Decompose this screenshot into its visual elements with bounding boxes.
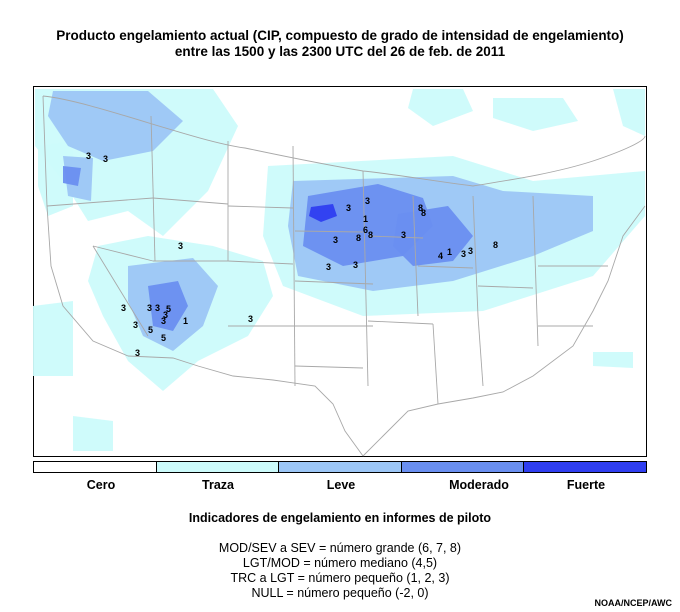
pilot-report: 6: [363, 225, 368, 235]
icing-fields: [33, 89, 645, 451]
pilot-report: 3: [461, 249, 466, 259]
pilot-report: 3: [103, 154, 108, 164]
pilot-report: 3: [121, 303, 126, 313]
state-boundary: [362, 170, 369, 387]
icing-area: [33, 301, 73, 376]
pilot-report: 3: [353, 260, 358, 270]
state-boundary: [46, 197, 154, 207]
pilot-report: 3: [468, 246, 473, 256]
state-boundary: [477, 315, 484, 387]
pilot-report: 5: [148, 325, 153, 335]
pilot-report: 8: [356, 233, 361, 243]
state-boundary: [92, 245, 154, 262]
state-boundary: [367, 235, 424, 239]
legend-swatch-cero: [34, 462, 157, 472]
pilot-report: 3: [178, 241, 183, 251]
state-boundary: [227, 205, 294, 209]
icing-area: [63, 166, 81, 186]
state-boundary: [42, 95, 646, 187]
icing-area: [309, 204, 337, 222]
state-boundary: [472, 195, 479, 317]
legend-swatch-moderado: [401, 462, 525, 472]
icing-area: [73, 416, 113, 451]
pilot-report: 3: [161, 316, 166, 326]
pilot-report: 3: [365, 196, 370, 206]
pilot-report: 3: [133, 320, 138, 330]
pilot-report: 3: [333, 235, 338, 245]
pilot-report: 1: [183, 316, 188, 326]
pilot-report: 8: [421, 208, 426, 218]
pilot-report: 3: [401, 230, 406, 240]
legend-label-fuerte: Fuerte: [566, 478, 606, 492]
legend-swatch-traza: [156, 462, 280, 472]
icing-area: [48, 91, 183, 161]
state-boundary: [294, 365, 364, 369]
pilot-report: 1: [447, 247, 452, 257]
pilot-report: 8: [368, 230, 373, 240]
pirep-rule-mod-sev: MOD/SEV a SEV = número grande (6, 7, 8): [218, 541, 462, 555]
state-boundary: [432, 323, 439, 405]
state-boundaries: [42, 95, 646, 457]
legend-label-leve: Leve: [326, 478, 356, 492]
pilot-report: 3: [155, 303, 160, 313]
pilot-report: 5: [161, 333, 166, 343]
state-boundary: [362, 205, 646, 457]
state-boundary: [294, 230, 364, 233]
pirep-rule-lgt-mod: LGT/MOD = número mediano (4,5): [242, 556, 438, 570]
state-boundary: [42, 95, 129, 357]
icing-legend-bar: [33, 461, 647, 473]
pilot-report: 3: [346, 203, 351, 213]
state-boundary: [294, 280, 374, 285]
pilot-report: 3: [135, 348, 140, 358]
pirep-heading: Indicadores de engelamiento en informes …: [188, 511, 492, 525]
pilot-report: 4: [438, 251, 443, 261]
icing-area: [593, 352, 633, 368]
pilot-report: 3: [326, 262, 331, 272]
state-boundary: [417, 265, 474, 269]
state-boundary: [367, 320, 434, 325]
icing-area: [393, 206, 473, 266]
state-boundary: [532, 195, 539, 347]
pilot-report: 1: [363, 214, 368, 224]
pirep-rule-trc-lgt: TRC a LGT = número pequeño (1, 2, 3): [230, 571, 450, 585]
map-title-line2: entre las 1500 y las 2300 UTC del 26 de …: [174, 44, 506, 59]
pilot-report: 8: [493, 240, 498, 250]
state-boundary: [92, 245, 149, 337]
state-boundary: [412, 195, 419, 317]
pilot-report: 5: [166, 304, 171, 314]
pilot-report: 3: [248, 314, 253, 324]
icing-area: [613, 89, 645, 136]
pirep-rule-null: NULL = número pequeño (-2, 0): [251, 586, 429, 600]
pilot-report: 3: [147, 303, 152, 313]
legend-label-moderado: Moderado: [449, 478, 509, 492]
state-boundary: [292, 145, 296, 387]
legend-label-traza: Traza: [202, 478, 234, 492]
state-boundary: [152, 197, 229, 205]
state-boundary: [127, 355, 364, 457]
credit-label: NOAA/NCEP/AWC: [594, 598, 672, 608]
icing-area: [408, 89, 473, 126]
legend-swatch-fuerte: [524, 462, 646, 472]
map-title-line1: Producto engelamiento actual (CIP, compu…: [56, 28, 624, 43]
legend-label-cero: Cero: [86, 478, 116, 492]
icing-area: [493, 98, 578, 131]
pilot-report: 3: [86, 151, 91, 161]
legend-swatch-leve: [279, 462, 402, 472]
icing-area: [148, 281, 188, 331]
state-boundary: [150, 115, 156, 262]
pilot-report: 8: [418, 203, 423, 213]
state-boundary: [477, 285, 534, 289]
state-boundary: [227, 260, 294, 265]
pilot-report: 3: [163, 310, 168, 320]
